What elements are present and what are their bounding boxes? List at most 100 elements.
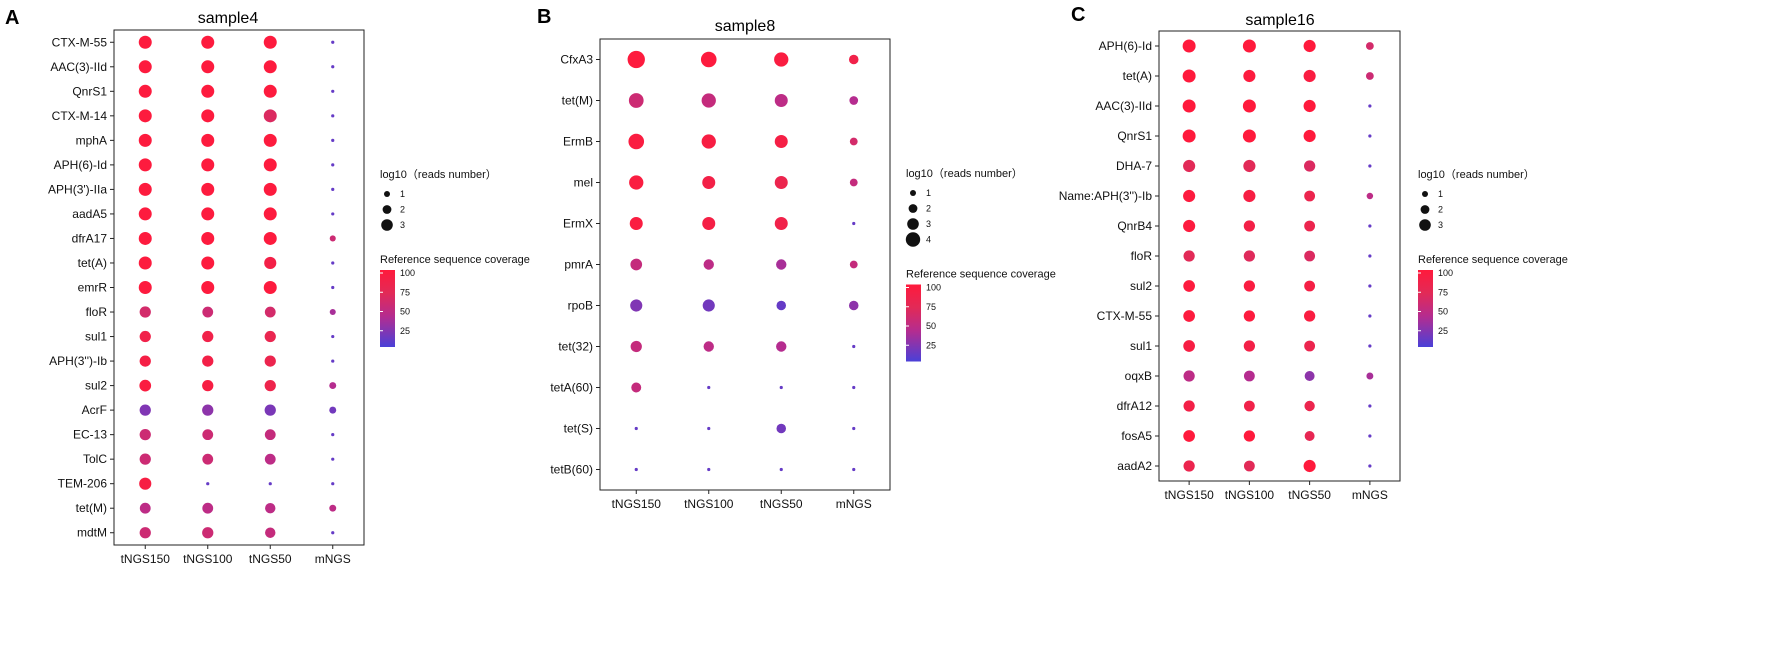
color-legend-bar <box>380 270 395 347</box>
y-tick-label: floR <box>1131 249 1153 263</box>
data-point <box>139 379 152 392</box>
data-point <box>264 306 276 318</box>
size-legend-dot <box>381 219 393 231</box>
x-tick-label: tNGS150 <box>121 552 171 566</box>
data-point <box>138 256 152 270</box>
data-point <box>1243 310 1256 322</box>
data-point <box>138 207 152 221</box>
y-tick-label: rpoB <box>568 299 593 313</box>
data-point <box>629 217 643 230</box>
data-point <box>1304 250 1316 262</box>
data-point <box>1182 69 1196 83</box>
data-point <box>1368 434 1372 438</box>
data-point <box>849 96 859 105</box>
data-point <box>202 404 214 416</box>
data-point <box>329 235 336 242</box>
data-point <box>1182 39 1196 53</box>
data-point <box>1183 370 1195 382</box>
color-legend-label: 100 <box>926 283 941 293</box>
data-point <box>774 176 788 189</box>
data-point <box>702 176 716 189</box>
color-legend-label: 100 <box>1438 268 1453 278</box>
data-point <box>1304 190 1316 202</box>
data-point <box>707 467 711 472</box>
x-tick-label: tNGS100 <box>183 552 233 566</box>
data-point <box>264 330 276 343</box>
data-point <box>776 300 787 311</box>
data-point <box>849 178 858 187</box>
data-point <box>138 60 152 74</box>
data-point <box>139 502 151 514</box>
y-tick-label: fosA5 <box>1121 429 1152 443</box>
data-point <box>201 182 215 196</box>
data-point <box>268 482 272 486</box>
y-tick-label: AAC(3)-IId <box>50 60 107 74</box>
data-point <box>1366 372 1374 380</box>
color-legend-label: 75 <box>400 287 410 297</box>
data-point <box>201 256 215 270</box>
data-point <box>629 175 644 190</box>
data-point <box>707 385 711 390</box>
data-point <box>206 482 210 486</box>
color-legend-label: 50 <box>400 307 410 317</box>
y-tick-label: mphA <box>76 133 107 147</box>
y-tick-label: aadA5 <box>72 207 107 221</box>
data-point <box>1368 284 1372 288</box>
data-point <box>331 334 335 339</box>
color-legend-label: 75 <box>926 302 936 312</box>
y-tick-label: emrR <box>78 281 108 295</box>
data-point <box>331 114 335 118</box>
data-point <box>1365 42 1374 50</box>
y-tick-label: DHA-7 <box>1116 159 1152 173</box>
size-legend-label: 3 <box>400 220 405 230</box>
data-point <box>331 187 335 192</box>
data-point <box>264 256 277 270</box>
data-point <box>701 93 716 108</box>
data-point <box>631 382 642 393</box>
y-tick-label: tet(A) <box>1123 69 1152 83</box>
size-legend-label: 4 <box>926 235 931 245</box>
data-point <box>331 482 335 486</box>
y-tick-label: tetA(60) <box>550 381 593 395</box>
x-tick-label: tNGS150 <box>612 497 662 511</box>
data-point <box>139 477 152 490</box>
size-legend-dot <box>384 191 390 197</box>
data-point <box>201 231 215 245</box>
y-tick-label: APH(6)-Id <box>1099 39 1152 53</box>
y-tick-label: sul1 <box>85 330 107 344</box>
data-point <box>138 182 152 196</box>
y-tick-label: AAC(3)-IId <box>1095 99 1152 113</box>
data-point <box>202 527 214 539</box>
data-point <box>1303 39 1316 53</box>
y-tick-label: QnrB4 <box>1117 219 1152 233</box>
data-point <box>331 261 335 265</box>
data-point <box>202 306 214 318</box>
data-point <box>774 135 788 148</box>
y-tick-label: ErmX <box>563 217 593 231</box>
size-legend-label: 1 <box>400 189 405 199</box>
data-point <box>703 341 714 352</box>
data-point <box>138 133 152 147</box>
size-legend-dot <box>905 232 921 247</box>
data-point <box>701 134 716 149</box>
data-point <box>1303 69 1316 83</box>
data-point <box>702 299 715 312</box>
data-point <box>201 207 215 221</box>
data-point <box>329 382 337 390</box>
data-point <box>1243 250 1256 262</box>
data-point <box>634 426 638 431</box>
x-tick-label: tNGS150 <box>1164 488 1214 502</box>
size-legend-label: 3 <box>1438 220 1443 230</box>
y-tick-label: CTX-M-14 <box>52 109 108 123</box>
data-point <box>1243 430 1256 442</box>
color-legend-title: Reference sequence coverage <box>906 269 1056 281</box>
data-point <box>331 212 335 216</box>
panel-title: sample16 <box>1245 12 1314 29</box>
data-point <box>201 35 215 49</box>
data-point <box>138 35 152 49</box>
color-legend-label: 100 <box>400 268 415 278</box>
plot-frame <box>1158 30 1401 482</box>
data-point <box>700 51 717 68</box>
